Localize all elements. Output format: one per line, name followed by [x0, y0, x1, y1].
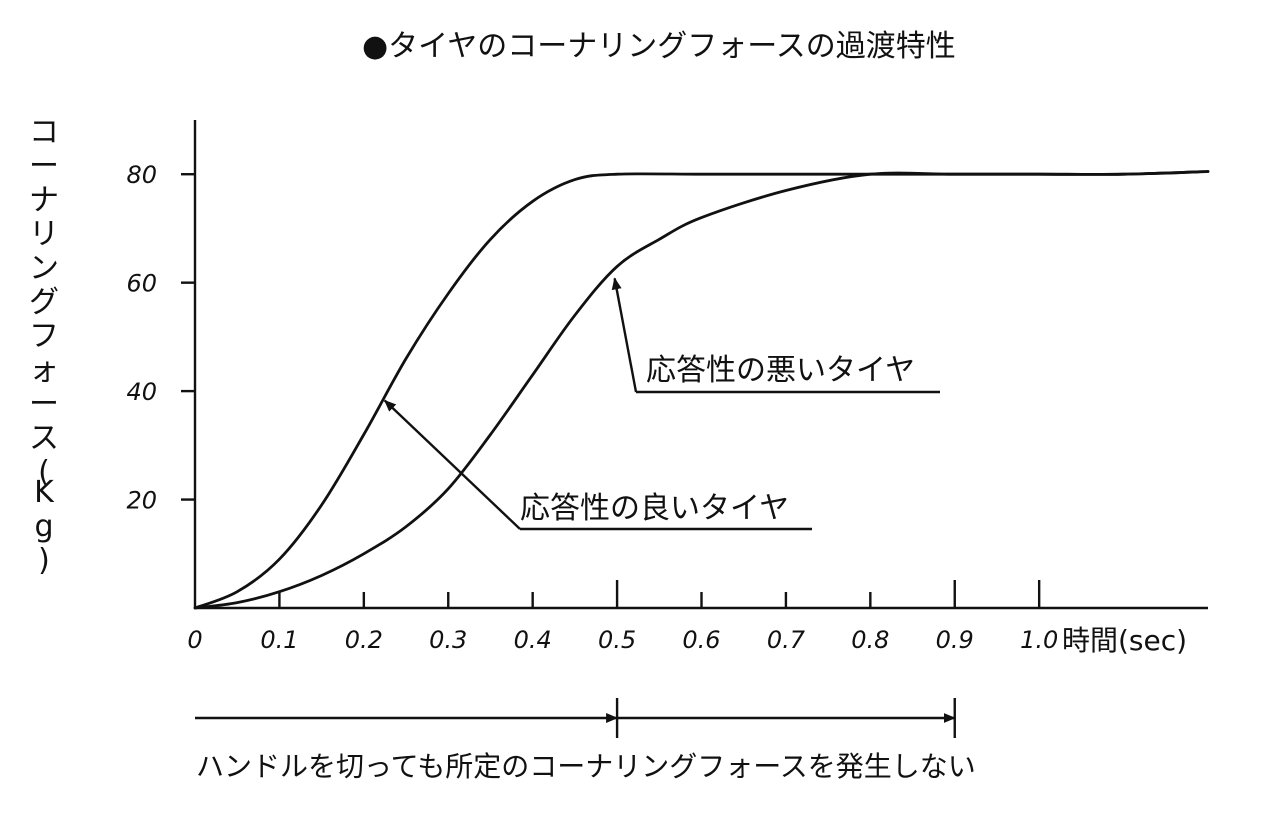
y-axis-label-char: グ [29, 285, 59, 320]
annotation-poor-label: 応答性の悪いタイヤ [646, 353, 915, 388]
y-axis-label-char: g [34, 509, 53, 544]
y-axis-label-char: K [34, 475, 55, 510]
x-tick-label: 0.2 [345, 626, 383, 654]
x-tick-label: 0.1 [260, 626, 298, 654]
series-good-response-curve [193, 170, 1210, 610]
y-axis-label: コーナリングフォース(Kg) [29, 115, 59, 578]
y-axis-label-char: ォ [29, 353, 59, 388]
y-axis-label-char: リ [29, 217, 59, 252]
delay-interval [195, 698, 956, 738]
annotation-good-response: 応答性の良いタイヤ [383, 399, 812, 531]
annotation-poor-response: 応答性の悪いタイヤ [611, 277, 940, 394]
x-axis-label: 時間(sec) [1062, 624, 1187, 657]
y-tick-label: 60 [126, 270, 157, 298]
x-tick-label: 0 [187, 626, 202, 654]
y-axis-label-char: ) [38, 543, 50, 578]
x-tick-label: 1.0 [1020, 626, 1058, 654]
series-poor-response-curve [193, 170, 1210, 610]
y-tick-label: 80 [126, 161, 157, 189]
chart-title: ●タイヤのコーナリングフォースの過渡特性 [362, 29, 956, 64]
y-tick-label: 40 [126, 378, 157, 406]
x-tick-label: 0.6 [682, 626, 720, 654]
y-ticks: 20 40 60 80 [126, 161, 195, 515]
x-tick-label: 0.8 [851, 626, 889, 654]
y-axis-label-char: コ [29, 115, 59, 150]
x-tick-label: 0.9 [936, 626, 974, 654]
y-axis-label-char: ( [38, 455, 50, 490]
y-axis-label-char: ナ [29, 183, 59, 218]
y-axis-label-char: ス [29, 421, 59, 456]
x-tick-label: 0.5 [598, 626, 636, 654]
x-tick-label: 0.7 [767, 626, 806, 654]
y-axis-label-char: ン [29, 251, 59, 286]
y-axis-label-char: フ [29, 319, 59, 354]
y-axis-label-char: ー [29, 149, 59, 184]
y-tick-label: 20 [126, 487, 157, 515]
annotation-good-label: 応答性の良いタイヤ [520, 491, 789, 526]
series-curves [193, 170, 1210, 610]
x-ticks: 0 0.1 0.2 0.3 0.4 0.5 0.6 0.7 0.8 0.9 1.0 [187, 580, 1058, 654]
y-axis-label-char: ー [29, 387, 59, 422]
annotation-good-arrow [383, 399, 521, 530]
annotation-poor-arrow [611, 277, 638, 393]
x-tick-label: 0.4 [514, 626, 552, 654]
footnote-text: ハンドルを切っても所定のコーナリングフォースを発生しない [196, 750, 976, 783]
x-tick-label: 0.3 [429, 626, 467, 654]
